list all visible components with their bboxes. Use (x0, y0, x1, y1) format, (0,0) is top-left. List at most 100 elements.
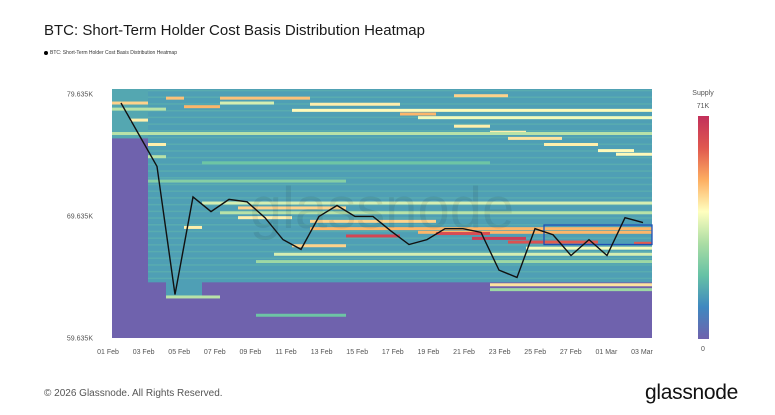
legend[interactable]: BTC: Short-Term Holder Cost Basis Distri… (44, 50, 177, 56)
heatmap-band (112, 101, 148, 105)
heatmap-row (148, 156, 652, 159)
heatmap-band (220, 101, 274, 105)
heatmap-band (508, 240, 544, 244)
heatmap-row (148, 143, 652, 145)
x-tick-label: 11 Feb (275, 349, 296, 356)
heatmap-band (238, 206, 346, 210)
heatmap-row (148, 183, 652, 186)
x-tick-label: 25 Feb (524, 349, 546, 356)
heatmap-band (166, 295, 220, 299)
y-axis: 79.635K 69.635K 59.635K (67, 92, 93, 343)
colorbar-max: 71K (697, 103, 710, 110)
legend-label: BTC: Short-Term Holder Cost Basis Distri… (50, 50, 177, 56)
heatmap-row (148, 250, 652, 253)
y-tick-label: 79.635K (67, 92, 93, 99)
x-tick-label: 27 Feb (560, 349, 582, 356)
x-tick-label: 13 Feb (311, 349, 333, 356)
copyright: © 2026 Glassnode. All Rights Reserved. (44, 388, 223, 399)
heatmap-row (148, 190, 652, 192)
heatmap-band (472, 236, 526, 240)
highlight-box (543, 224, 653, 246)
heatmap-band (526, 246, 652, 250)
heatmap-row (148, 197, 652, 199)
heatmap-band (418, 116, 652, 120)
heatmap-row (148, 89, 652, 92)
heatmap-band (310, 219, 436, 223)
heatmap-band (256, 313, 346, 317)
x-tick-label: 21 Feb (453, 349, 475, 356)
heatmap-region (112, 89, 148, 139)
heatmap-row (148, 277, 652, 280)
heatmap-region (166, 272, 202, 297)
x-tick-label: 23 Feb (489, 349, 511, 356)
heatmap-band (220, 96, 310, 100)
heatmap-band (544, 240, 598, 244)
heatmap-band (112, 107, 166, 111)
heatmap-row (148, 130, 652, 132)
heatmap-band (310, 227, 652, 231)
heatmap-band (634, 241, 652, 245)
heatmap-row (148, 177, 652, 179)
y-tick-label: 59.635K (67, 336, 93, 343)
heatmap-band (292, 108, 652, 112)
heatmap-row (148, 264, 652, 266)
heatmap-band (508, 136, 562, 140)
heatmap-row (148, 217, 652, 219)
heatmap-row (148, 257, 652, 260)
heatmap-band (490, 288, 652, 292)
heatmap-band (310, 102, 400, 106)
x-tick-label: 05 Feb (168, 349, 190, 356)
heatmap-band (418, 230, 652, 234)
chart-title: BTC: Short-Term Holder Cost Basis Distri… (44, 22, 425, 39)
heatmap-cells (112, 89, 652, 338)
heatmap-row (148, 270, 652, 273)
heatmap-row (148, 150, 652, 152)
colorbar (698, 116, 709, 339)
x-tick-label: 09 Feb (240, 349, 262, 356)
heatmap-band (184, 105, 220, 109)
heatmap-row (148, 223, 652, 226)
x-tick-label: 15 Feb (346, 349, 368, 356)
heatmap-region (148, 89, 652, 283)
heatmap-row (148, 163, 652, 166)
heatmap-band (202, 161, 490, 165)
heatmap-band (490, 283, 652, 287)
heatmap-row (148, 123, 652, 125)
heatmap-band (148, 155, 166, 159)
heatmap-band (274, 252, 652, 256)
legend-dot-icon (44, 51, 48, 55)
heatmap-band (166, 96, 184, 100)
heatmap-band (454, 94, 508, 98)
heatmap-band (454, 124, 490, 128)
heatmap-band (202, 201, 652, 205)
heatmap-band (184, 225, 202, 229)
heatmap-row (148, 244, 652, 246)
x-tick-label: 01 Mar (596, 349, 618, 356)
x-tick-label: 07 Feb (204, 349, 226, 356)
glassnode-logo[interactable]: glassnode (645, 381, 739, 404)
heatmap-band (544, 142, 598, 146)
heatmap-band (112, 132, 652, 136)
heatmap-band (616, 152, 652, 156)
heatmap-band (148, 179, 346, 183)
heatmap-band (148, 142, 166, 146)
x-tick-label: 03 Mar (631, 349, 653, 356)
x-tick-label: 19 Feb (418, 349, 440, 356)
heatmap-row (148, 230, 652, 233)
heatmap-band (598, 149, 634, 153)
colorbar-label: Supply (692, 90, 714, 97)
x-tick-label: 01 Feb (97, 349, 119, 356)
heatmap-band (292, 244, 346, 248)
heatmap-band (256, 260, 652, 264)
heatmap-band (436, 232, 490, 236)
y-tick-label: 69.635K (67, 214, 93, 221)
heatmap-band (130, 118, 148, 122)
heatmap-row (148, 170, 652, 172)
heatmap-row (148, 96, 652, 99)
colorbar-min: 0 (701, 346, 705, 353)
heatmap-band (346, 234, 400, 238)
heatmap-row (148, 203, 652, 206)
price-line (120, 102, 644, 295)
heatmap-band (400, 112, 436, 116)
